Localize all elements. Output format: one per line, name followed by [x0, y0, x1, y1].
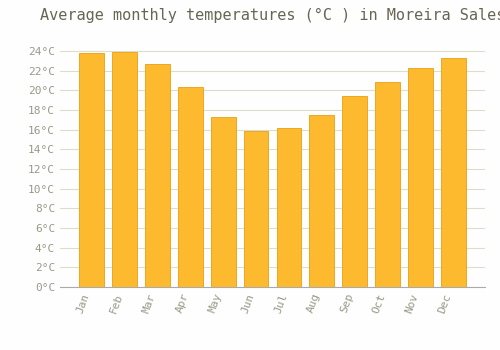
Bar [80, 53, 104, 287]
Bar [310, 115, 334, 287]
Bar [441, 58, 466, 287]
Bar [211, 117, 236, 287]
Bar [178, 86, 203, 287]
Bar [376, 82, 400, 287]
Bar [276, 128, 301, 287]
Bar [244, 131, 268, 287]
Title: Average monthly temperatures (°C ) in Moreira Sales: Average monthly temperatures (°C ) in Mo… [40, 8, 500, 23]
Bar [145, 64, 170, 287]
Bar [408, 68, 433, 287]
Bar [112, 52, 137, 287]
Bar [342, 96, 367, 287]
